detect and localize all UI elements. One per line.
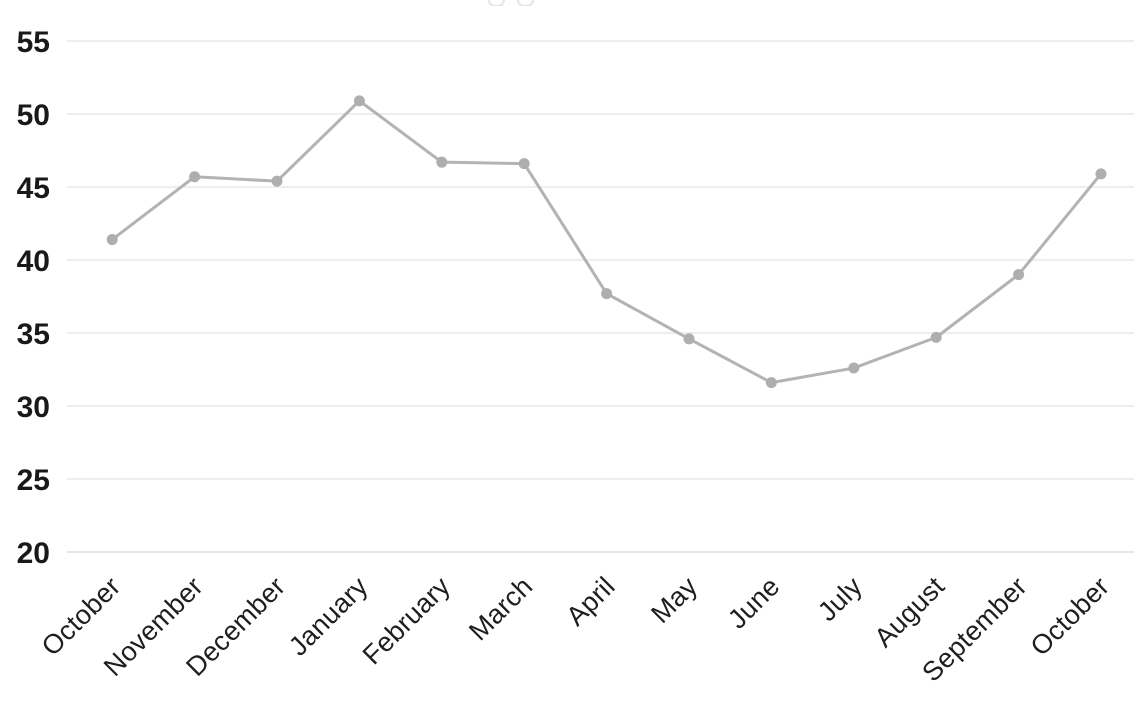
data-point-0-october xyxy=(106,234,118,246)
x-axis-tick-label-9-july: July xyxy=(812,571,868,627)
x-axis-tick-label-4-february: February xyxy=(357,571,456,670)
data-series-group xyxy=(106,95,1107,389)
y-axis-tick-label-35: 35 xyxy=(17,318,50,351)
data-point-11-september xyxy=(1013,269,1025,281)
clipped-title-fragment-icon xyxy=(488,0,505,6)
x-axis-tick-label-8-june: June xyxy=(722,571,785,634)
data-point-2-december xyxy=(271,175,283,187)
data-point-8-june xyxy=(765,377,777,389)
x-axis-tick-label-12-october: October xyxy=(1025,571,1116,662)
data-point-7-may xyxy=(683,333,695,345)
data-point-12-october xyxy=(1095,168,1107,180)
data-point-6-april xyxy=(601,288,613,300)
data-point-5-march xyxy=(518,158,530,170)
y-axis-tick-label-20: 20 xyxy=(17,537,50,570)
x-axis-tick-label-5-march: March xyxy=(463,571,538,646)
y-axis-tick-label-55: 55 xyxy=(17,26,50,59)
data-point-1-november xyxy=(189,171,201,183)
data-line xyxy=(110,99,1103,385)
x-axis-tick-label-7-may: May xyxy=(645,571,703,629)
y-axis-tick-label-50: 50 xyxy=(17,99,50,132)
y-axis-tick-label-40: 40 xyxy=(17,245,50,278)
y-axis-tick-label-25: 25 xyxy=(17,464,50,497)
data-point-3-january xyxy=(353,95,365,107)
x-axis-tick-label-10-august: August xyxy=(869,571,951,653)
x-axis-tick-label-6-april: April xyxy=(560,571,620,631)
gridlines-group xyxy=(67,40,1134,553)
y-axis-tick-label-45: 45 xyxy=(17,172,50,205)
data-point-9-july xyxy=(848,362,860,374)
y-axis-tick-label-30: 30 xyxy=(17,391,50,424)
clipped-chart-title xyxy=(488,0,568,6)
data-point-4-february xyxy=(436,156,448,168)
clipped-title-fragment-icon xyxy=(517,0,534,6)
y-axis-labels-group: 20 25 30 35 40 45 50 55 xyxy=(17,26,50,570)
data-point-10-august xyxy=(930,331,942,343)
